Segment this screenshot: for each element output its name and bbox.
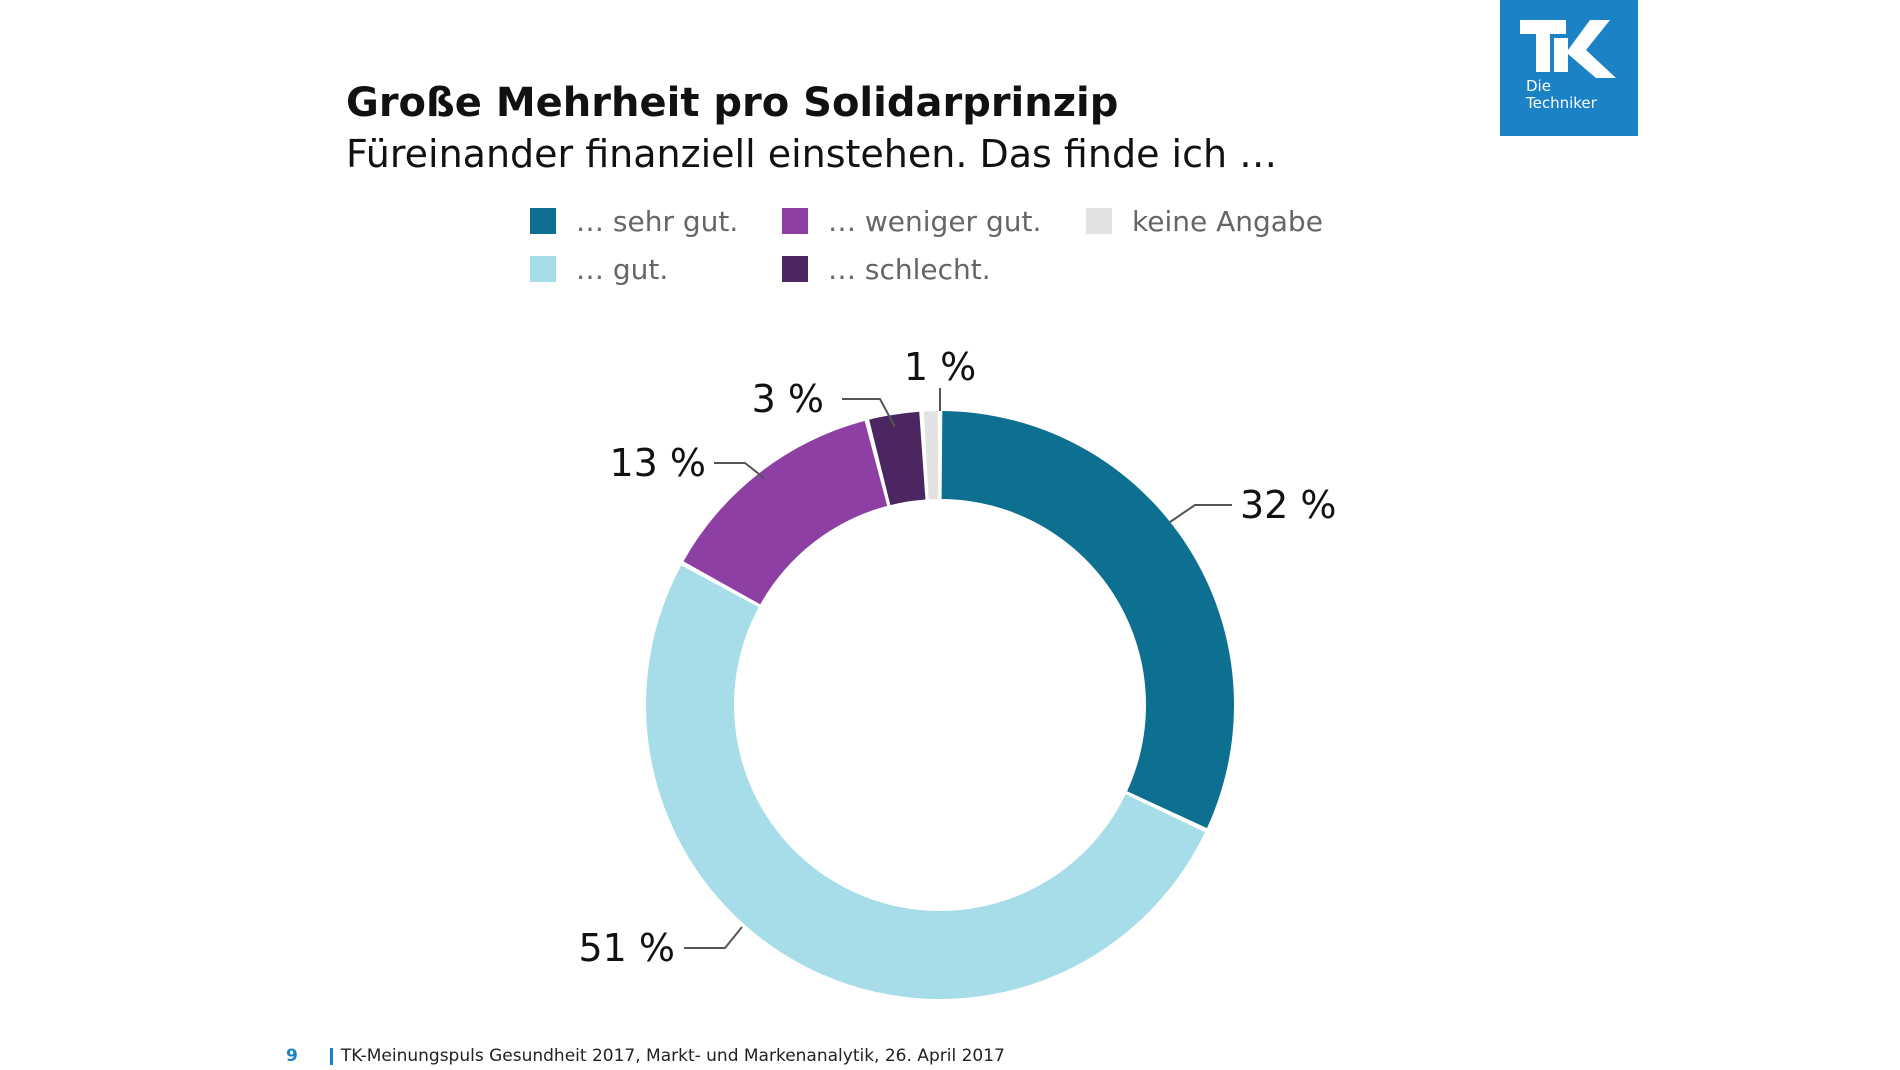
- slice-value-label: 3 %: [752, 377, 824, 421]
- tk-logo: Die Techniker: [1500, 0, 1638, 136]
- chart-title: Große Mehrheit pro Solidarprinzip: [346, 80, 1119, 126]
- donut-slice: [683, 420, 888, 605]
- legend-label: keine Angabe: [1132, 204, 1323, 238]
- legend-swatch: [782, 208, 808, 234]
- tk-logo-line2: Techniker: [1526, 94, 1597, 112]
- donut-slice: [645, 565, 1206, 1000]
- footer-divider: [329, 1047, 333, 1065]
- donut-slice: [941, 411, 1234, 829]
- leader-line: [842, 398, 896, 428]
- leader-line: [1169, 504, 1232, 523]
- legend-label: … weniger gut.: [828, 204, 1042, 238]
- donut-slice: [923, 411, 939, 500]
- slice-value-label: 32 %: [1240, 483, 1337, 527]
- source-note: TK-Meinungspuls Gesundheit 2017, Markt- …: [340, 1046, 1005, 1066]
- tk-logo-line1: Die: [1526, 77, 1551, 95]
- legend-label: … gut.: [576, 252, 669, 286]
- legend-label: … schlecht.: [828, 252, 991, 286]
- tk-logo-text: Die Techniker: [1526, 78, 1597, 112]
- footer: 9 TK-Meinungspuls Gesundheit 2017, Markt…: [286, 1046, 1005, 1066]
- legend-item-gut: … gut.: [530, 252, 669, 286]
- chart-legend: … sehr gut. … gut. … weniger gut. … schl…: [530, 205, 1350, 300]
- legend-item-schlecht: … schlecht.: [782, 252, 991, 286]
- legend-swatch: [530, 256, 556, 282]
- donut-slice: [869, 411, 926, 506]
- legend-item-keine-angabe: keine Angabe: [1086, 204, 1323, 238]
- legend-item-sehr-gut: … sehr gut.: [530, 204, 739, 238]
- tk-logo-icon: [1520, 20, 1616, 78]
- leader-line: [684, 926, 743, 949]
- slice-value-label: 1 %: [904, 345, 976, 389]
- page-number: 9: [286, 1046, 298, 1066]
- legend-item-weniger-gut: … weniger gut.: [782, 204, 1042, 238]
- legend-swatch: [530, 208, 556, 234]
- chart-subtitle: Füreinander finanziell einstehen. Das fi…: [346, 132, 1278, 176]
- slice-value-label: 51 %: [578, 926, 675, 970]
- leader-line: [714, 462, 765, 479]
- legend-swatch: [782, 256, 808, 282]
- legend-label: … sehr gut.: [576, 204, 739, 238]
- legend-swatch: [1086, 208, 1112, 234]
- slice-value-label: 13 %: [609, 441, 706, 485]
